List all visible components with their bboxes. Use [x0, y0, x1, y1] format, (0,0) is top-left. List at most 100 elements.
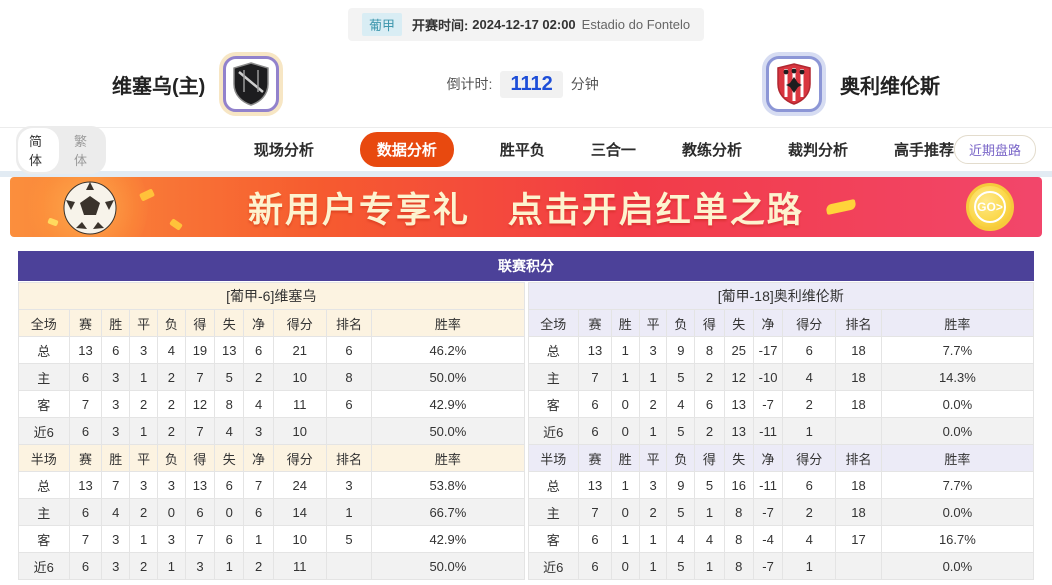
stat-cell: 6	[243, 336, 274, 364]
stat-cell: 8	[214, 390, 245, 418]
lang-simplified-button[interactable]: 简体	[18, 127, 59, 172]
stat-cell: 0	[214, 498, 245, 526]
stat-cell: 6	[578, 552, 612, 580]
stat-cell: 13	[723, 417, 754, 445]
stat-cell: 1	[243, 525, 274, 553]
stat-cell: 1	[638, 552, 668, 580]
stat-cell: 13	[578, 336, 612, 364]
away-team: 奥利维伦斯	[765, 56, 940, 112]
column-header: 排名	[325, 444, 373, 472]
stat-cell: 5	[666, 363, 696, 391]
stats-row: 近6 6 0 1 5 1 8 -7 1 0.0%	[527, 552, 1035, 580]
stat-cell: 4	[782, 363, 837, 391]
go-button-label: GO>	[974, 191, 1006, 223]
stat-cell: -4	[752, 525, 784, 553]
stat-cell: 7	[578, 498, 612, 526]
tab-coach-analysis[interactable]: 教练分析	[681, 142, 742, 159]
stats-row: 近6 6 3 2 1 3 1 2 11 50.0%	[18, 552, 525, 580]
stat-cell: 5	[214, 363, 245, 391]
stat-cell: 66.7%	[371, 498, 525, 526]
stat-cell: 4	[243, 390, 274, 418]
language-toggle: 简体 繁体	[16, 125, 106, 174]
column-header: 排名	[835, 444, 882, 472]
banner-text-left: 新用户专享礼	[248, 190, 471, 230]
confetti-decoration	[169, 218, 183, 231]
column-header: 平	[129, 309, 158, 337]
stat-cell: 4	[694, 525, 725, 553]
stat-cell: 0	[610, 498, 640, 526]
stat-cell: 6	[782, 471, 837, 499]
column-header: 胜	[610, 444, 640, 472]
stat-cell: 1	[782, 552, 837, 580]
stat-cell: 1	[694, 498, 725, 526]
stat-cell: 3	[129, 336, 158, 364]
match-info-bar: 葡甲 开赛时间: 2024-12-17 02:00 Estadio do Fon…	[0, 0, 1052, 41]
stat-cell: 13	[578, 471, 612, 499]
stat-cell: 6	[782, 336, 837, 364]
stat-cell: 6	[325, 336, 373, 364]
column-header: 得	[694, 309, 725, 337]
banner-text: 新用户专享礼 点击开启红单之路	[248, 182, 804, 233]
stat-cell: 1	[610, 525, 640, 553]
tab-three-in-one[interactable]: 三合一	[590, 142, 636, 159]
promo-banner[interactable]: 新用户专享礼 点击开启红单之路 GO>	[10, 177, 1042, 237]
stats-row: 主 6 3 1 2 7 5 2 10 8 50.0%	[18, 363, 525, 391]
stat-cell: 0	[156, 498, 186, 526]
stat-cell: 2	[782, 390, 837, 418]
stat-cell: 1	[129, 363, 158, 391]
stat-cell: 6	[325, 390, 373, 418]
stat-cell: 3	[129, 471, 158, 499]
home-team: 维塞乌(主)	[112, 56, 280, 112]
stat-cell: 8	[325, 363, 373, 391]
stat-cell: 1	[782, 417, 837, 445]
column-header: 失	[214, 444, 245, 472]
row-label: 主	[527, 498, 580, 526]
stat-cell: 3	[101, 363, 131, 391]
tab-data-analysis[interactable]: 数据分析	[359, 132, 454, 167]
team-table-header: [葡甲-18]奥利维伦斯	[527, 282, 1034, 310]
stat-cell: 6	[578, 390, 612, 418]
tab-expert-picks[interactable]: 高手推荐	[893, 142, 954, 159]
stat-cell: 18	[835, 498, 882, 526]
column-header: 失	[723, 309, 754, 337]
stat-cell: 7	[101, 471, 131, 499]
stat-cell: 7.7%	[880, 336, 1035, 364]
stats-row: 总 13 1 3 9 8 25 -17 6 18 7.7%	[527, 336, 1035, 364]
tab-referee-analysis[interactable]: 裁判分析	[787, 142, 848, 159]
stat-cell: 3	[101, 390, 131, 418]
stat-cell: 9	[666, 471, 696, 499]
stat-cell: 4	[214, 417, 245, 445]
stat-cell: 11	[272, 552, 327, 580]
tab-live-analysis[interactable]: 现场分析	[253, 142, 314, 159]
stat-cell: 25	[723, 336, 754, 364]
stat-cell: 53.8%	[371, 471, 525, 499]
match-header: 维塞乌(主) 倒计时: 1112 分钟	[0, 41, 1052, 127]
stats-row: 总 13 1 3 9 5 16 -11 6 18 7.7%	[527, 471, 1035, 499]
home-team-name: 维塞乌(主)	[112, 75, 206, 98]
column-header: 负	[156, 444, 186, 472]
stat-cell: -11	[752, 471, 784, 499]
column-header: 得分	[272, 309, 327, 337]
stat-cell: 3	[101, 525, 131, 553]
column-header: 半场	[18, 444, 70, 472]
stat-cell: 2	[156, 363, 186, 391]
tab-win-draw-lose[interactable]: 胜平负	[499, 142, 545, 159]
go-button[interactable]: GO>	[966, 183, 1014, 231]
stat-cell: 3	[101, 417, 131, 445]
divider-strip	[0, 171, 1052, 177]
stat-cell: 7	[184, 417, 216, 445]
stat-cell: 18	[835, 471, 882, 499]
stat-cell: 42.9%	[371, 390, 525, 418]
column-header: 负	[666, 444, 696, 472]
stat-cell: 1	[129, 417, 158, 445]
stat-cell	[835, 417, 882, 445]
recent-trends-button[interactable]: 近期盘路	[953, 135, 1036, 164]
row-label: 客	[527, 525, 580, 553]
stats-row: 客 7 3 1 3 7 6 1 10 5 42.9%	[18, 525, 525, 553]
lang-traditional-button[interactable]: 繁体	[73, 133, 87, 168]
stat-cell: 8	[723, 552, 754, 580]
stat-cell: 3	[184, 552, 216, 580]
column-header: 净	[752, 309, 784, 337]
stat-cell: 2	[638, 390, 668, 418]
stat-cell: 8	[723, 498, 754, 526]
